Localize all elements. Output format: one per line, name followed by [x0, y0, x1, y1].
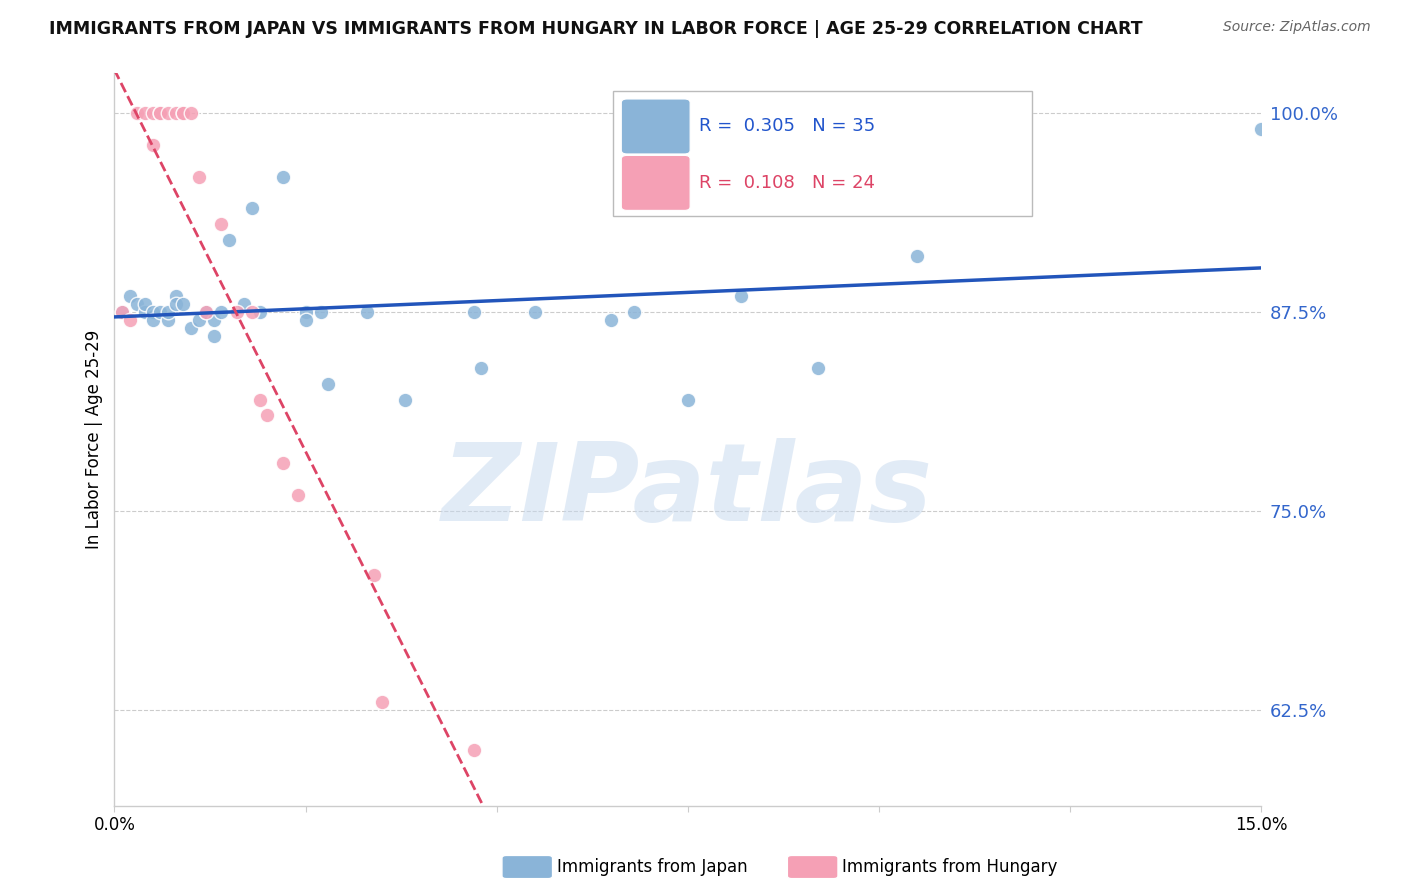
Text: Immigrants from Japan: Immigrants from Japan — [557, 858, 748, 876]
Point — [195, 305, 218, 319]
Point — [523, 305, 546, 319]
Point — [127, 297, 149, 311]
Point — [202, 313, 225, 327]
Point — [195, 305, 218, 319]
FancyBboxPatch shape — [621, 99, 690, 154]
Point — [187, 169, 209, 184]
Point — [294, 305, 316, 319]
Point — [463, 743, 485, 757]
Point — [294, 313, 316, 327]
Point — [165, 297, 187, 311]
Point — [149, 105, 172, 120]
Point — [356, 305, 378, 319]
Point — [118, 313, 141, 327]
Point — [142, 105, 165, 120]
Text: Immigrants from Hungary: Immigrants from Hungary — [842, 858, 1057, 876]
FancyBboxPatch shape — [621, 155, 690, 211]
Point — [463, 305, 485, 319]
Point — [470, 360, 492, 375]
Point — [165, 289, 187, 303]
Point — [111, 305, 134, 319]
Point — [134, 105, 156, 120]
FancyBboxPatch shape — [613, 91, 1032, 216]
Point — [676, 392, 699, 407]
Point — [156, 313, 179, 327]
Text: Source: ZipAtlas.com: Source: ZipAtlas.com — [1223, 20, 1371, 34]
Point — [156, 105, 179, 120]
Point — [218, 233, 240, 247]
Point — [142, 313, 165, 327]
Point — [225, 305, 247, 319]
Point — [180, 105, 202, 120]
Point — [905, 249, 928, 263]
Point — [165, 105, 187, 120]
Point — [211, 305, 233, 319]
Point — [134, 305, 156, 319]
Point — [271, 456, 294, 470]
Text: IMMIGRANTS FROM JAPAN VS IMMIGRANTS FROM HUNGARY IN LABOR FORCE | AGE 25-29 CORR: IMMIGRANTS FROM JAPAN VS IMMIGRANTS FROM… — [49, 20, 1143, 37]
Point — [394, 392, 416, 407]
Point — [240, 305, 263, 319]
Point — [309, 305, 332, 319]
Point — [600, 313, 623, 327]
Point — [287, 488, 309, 502]
Point — [623, 305, 645, 319]
Point — [1250, 121, 1272, 136]
Point — [180, 321, 202, 335]
Point — [211, 217, 233, 231]
Point — [271, 169, 294, 184]
Point — [318, 376, 340, 391]
Point — [149, 305, 172, 319]
Point — [233, 297, 256, 311]
Point — [127, 105, 149, 120]
Point — [118, 289, 141, 303]
Point — [156, 305, 179, 319]
Y-axis label: In Labor Force | Age 25-29: In Labor Force | Age 25-29 — [86, 330, 103, 549]
Point — [249, 392, 271, 407]
Text: R =  0.305   N = 35: R = 0.305 N = 35 — [699, 118, 876, 136]
Point — [187, 313, 209, 327]
Point — [172, 297, 194, 311]
Point — [172, 105, 194, 120]
Text: ZIPatlas: ZIPatlas — [443, 438, 934, 543]
Point — [134, 297, 156, 311]
Point — [363, 567, 385, 582]
Point — [202, 328, 225, 343]
Point — [111, 305, 134, 319]
Point — [371, 695, 394, 709]
Point — [142, 305, 165, 319]
Point — [172, 105, 194, 120]
Point — [240, 202, 263, 216]
Point — [256, 409, 278, 423]
Point — [807, 360, 830, 375]
Point — [249, 305, 271, 319]
Point — [730, 289, 752, 303]
Point — [149, 105, 172, 120]
Point — [142, 137, 165, 152]
Text: R =  0.108   N = 24: R = 0.108 N = 24 — [699, 174, 876, 192]
